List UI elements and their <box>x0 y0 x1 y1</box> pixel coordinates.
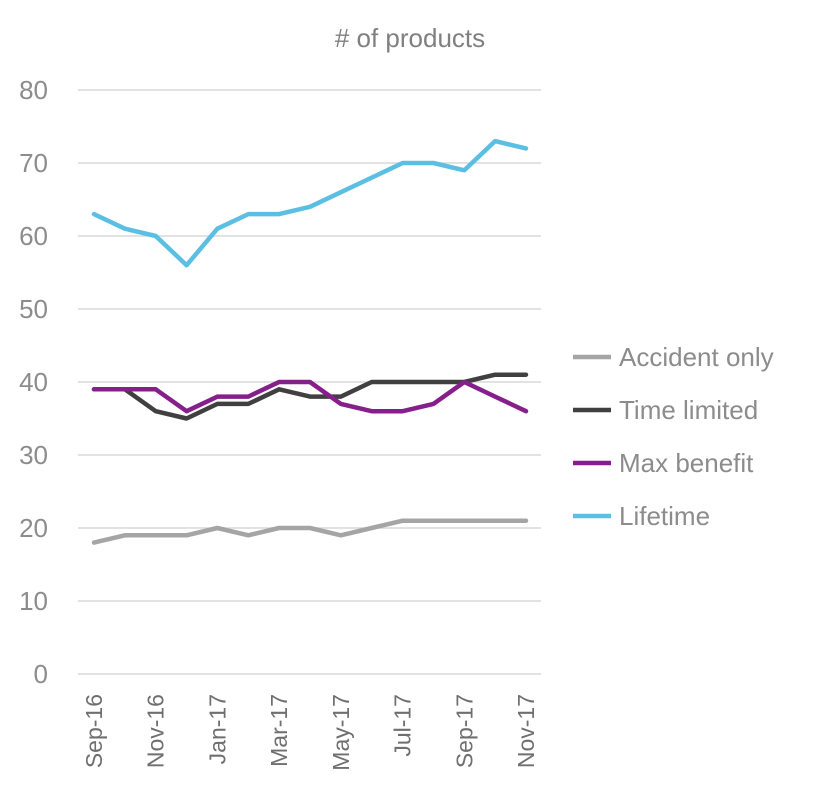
y-axis-ticks: 0 10 20 30 40 50 60 70 80 <box>19 75 48 689</box>
y-tick-label: 0 <box>34 659 48 689</box>
series-line-time-limited <box>91 372 529 421</box>
y-tick-label: 60 <box>19 221 48 251</box>
x-tick-label: Nov-16 <box>143 694 169 768</box>
x-tick-label: Mar-17 <box>266 694 292 767</box>
legend: Accident only Time limited Max benefit Life… <box>573 342 774 531</box>
y-tick-label: 80 <box>19 75 48 105</box>
y-tick-label: 40 <box>19 367 48 397</box>
x-tick-label: Sep-16 <box>81 694 107 768</box>
series-lines <box>91 138 529 545</box>
x-tick-label: May-17 <box>328 694 354 771</box>
x-tick-label: Jul-17 <box>390 694 416 757</box>
series-line-accident-only <box>91 518 529 545</box>
x-tick-label: Jan-17 <box>204 694 230 764</box>
legend-label-time-limited: Time limited <box>619 395 758 425</box>
legend-label-accident-only: Accident only <box>619 342 774 372</box>
legend-label-lifetime: Lifetime <box>619 501 710 531</box>
x-tick-label: Nov-17 <box>513 694 539 768</box>
y-tick-label: 70 <box>19 148 48 178</box>
series-line-lifetime <box>91 138 529 268</box>
y-tick-label: 10 <box>19 586 48 616</box>
x-axis-ticks: Sep-16 Nov-16 Jan-17 Mar-17 May-17 Jul-17 Sep-… <box>81 694 539 771</box>
y-tick-label: 50 <box>19 294 48 324</box>
y-tick-label: 30 <box>19 440 48 470</box>
chart-title: # of products <box>335 23 485 53</box>
y-tick-label: 20 <box>19 513 48 543</box>
x-tick-label: Sep-17 <box>451 694 477 768</box>
series-line-max-benefit <box>91 379 529 414</box>
legend-label-max-benefit: Max benefit <box>619 448 754 478</box>
